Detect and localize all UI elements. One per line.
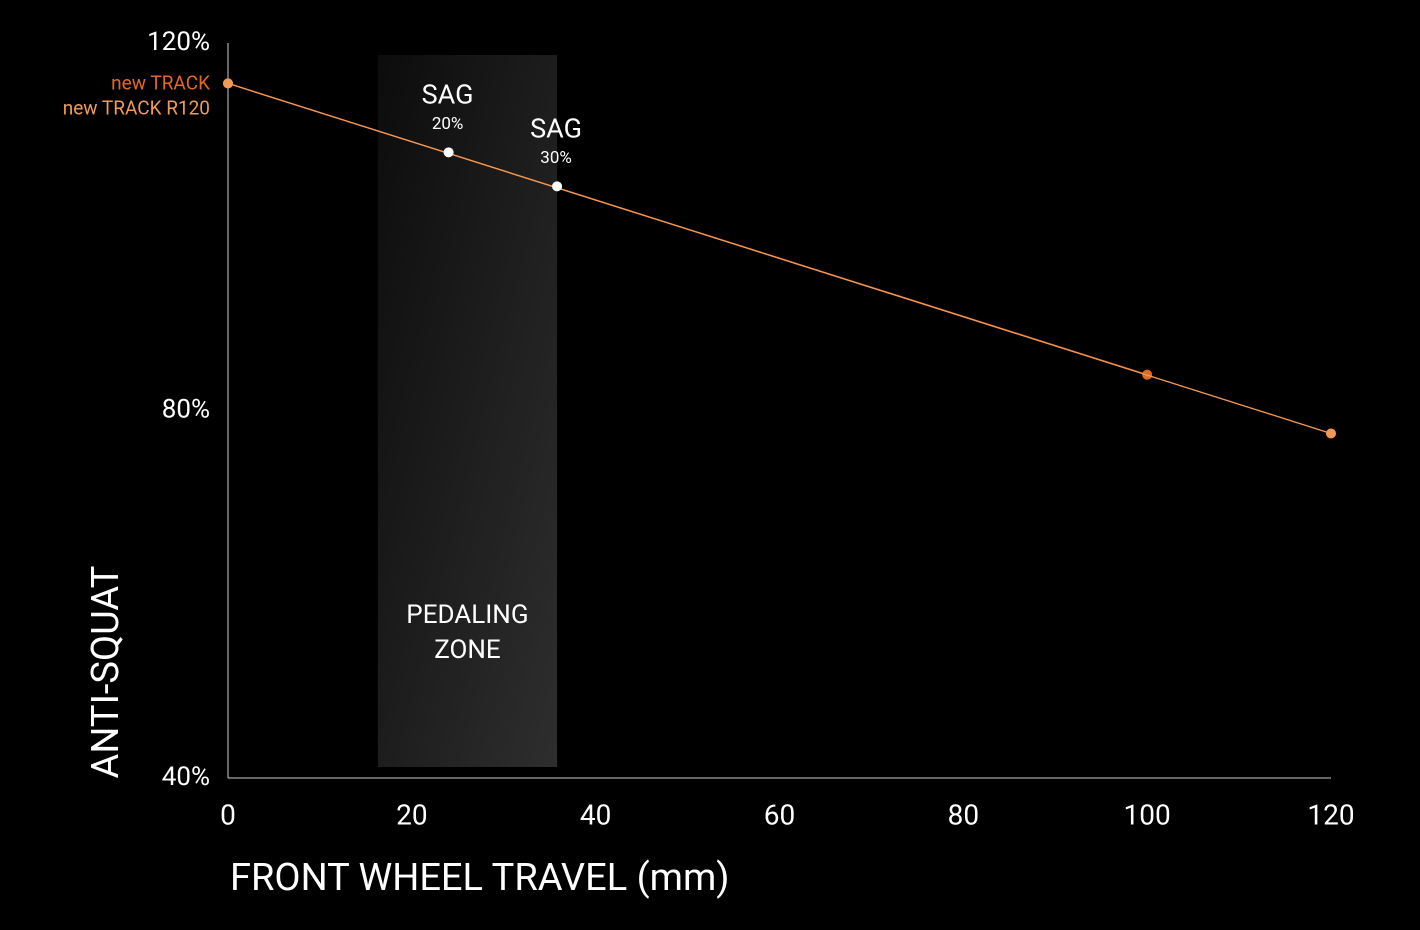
sag-label: SAG — [422, 78, 474, 110]
y-tick-label: 120% — [147, 27, 210, 57]
series-point — [223, 78, 233, 89]
x-tick-label: 20 — [396, 798, 427, 831]
series-point — [1326, 428, 1336, 439]
x-tick-label: 0 — [220, 798, 236, 831]
zone-label: PEDALING — [406, 600, 528, 630]
x-tick-label: 40 — [580, 798, 611, 831]
x-tick-label: 120 — [1307, 798, 1354, 831]
x-tick-label: 100 — [1124, 798, 1171, 831]
y-tick-label: 40% — [162, 762, 210, 792]
sag-point — [443, 147, 454, 158]
sag-sub-label: 30% — [540, 148, 572, 168]
x-axis-label: FRONT WHEEL TRAVEL (mm) — [230, 856, 730, 900]
series-line — [227, 82, 1332, 435]
pedaling-zone — [377, 55, 558, 767]
legend-label: new TRACK R120 — [63, 96, 210, 119]
y-axis-label: ANTI-SQUAT — [84, 566, 128, 779]
sag-label: SAG — [530, 112, 582, 144]
legend-label: new TRACK — [111, 71, 210, 94]
y-tick-label: 80% — [162, 394, 210, 424]
sag-sub-label: 20% — [432, 114, 464, 134]
zone-label: ZONE — [434, 635, 500, 665]
x-tick-label: 80 — [948, 798, 979, 831]
sag-point — [552, 181, 563, 192]
x-tick-label: 60 — [764, 798, 795, 831]
